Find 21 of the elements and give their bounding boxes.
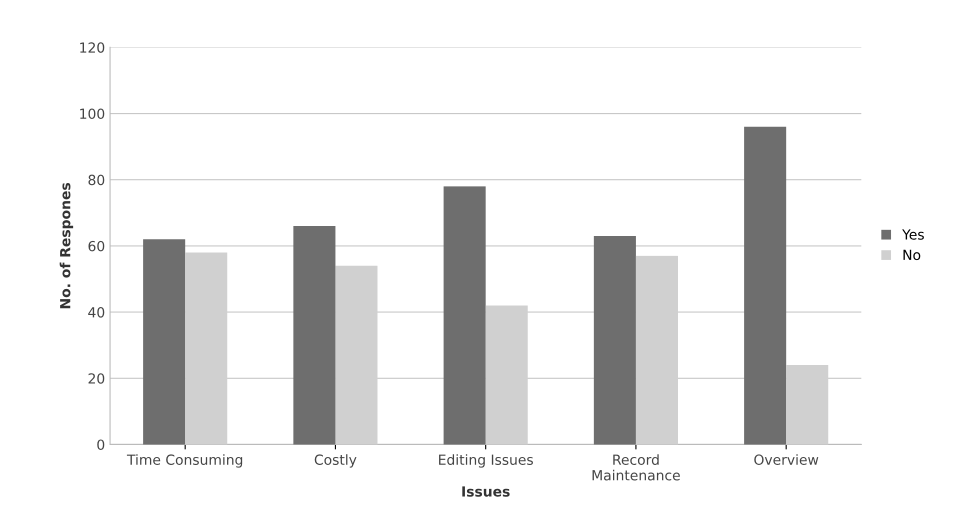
- bar: [143, 239, 186, 444]
- x-tick-label: Costly: [314, 454, 356, 468]
- y-tick-label: 100: [80, 108, 104, 120]
- y-tick-label: 0: [97, 439, 104, 450]
- legend-label: No: [904, 250, 920, 260]
- y-tick-label: 40: [88, 307, 104, 318]
- y-tick-label: 20: [88, 373, 104, 384]
- x-tick-label: Overview: [754, 454, 818, 465]
- y-tick-label: 60: [88, 240, 104, 252]
- x-tick-label: Time Consuming: [126, 454, 242, 468]
- bar: [293, 226, 336, 444]
- y-axis-title: No. of Respones: [60, 182, 74, 308]
- legend-label: Yes: [902, 229, 924, 240]
- bar: [744, 126, 786, 444]
- y-tick-label: 80: [88, 174, 104, 186]
- x-tick-label: Editing Issues: [439, 454, 533, 468]
- x-tick-label: Record Maintenance: [592, 454, 680, 480]
- bar: [594, 236, 636, 444]
- bar: [444, 186, 486, 444]
- x-axis-title: Issues: [462, 486, 510, 497]
- y-tick-label: 120: [80, 42, 104, 53]
